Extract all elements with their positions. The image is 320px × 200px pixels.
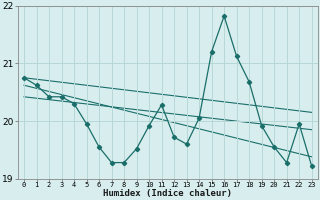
X-axis label: Humidex (Indice chaleur): Humidex (Indice chaleur): [103, 189, 232, 198]
